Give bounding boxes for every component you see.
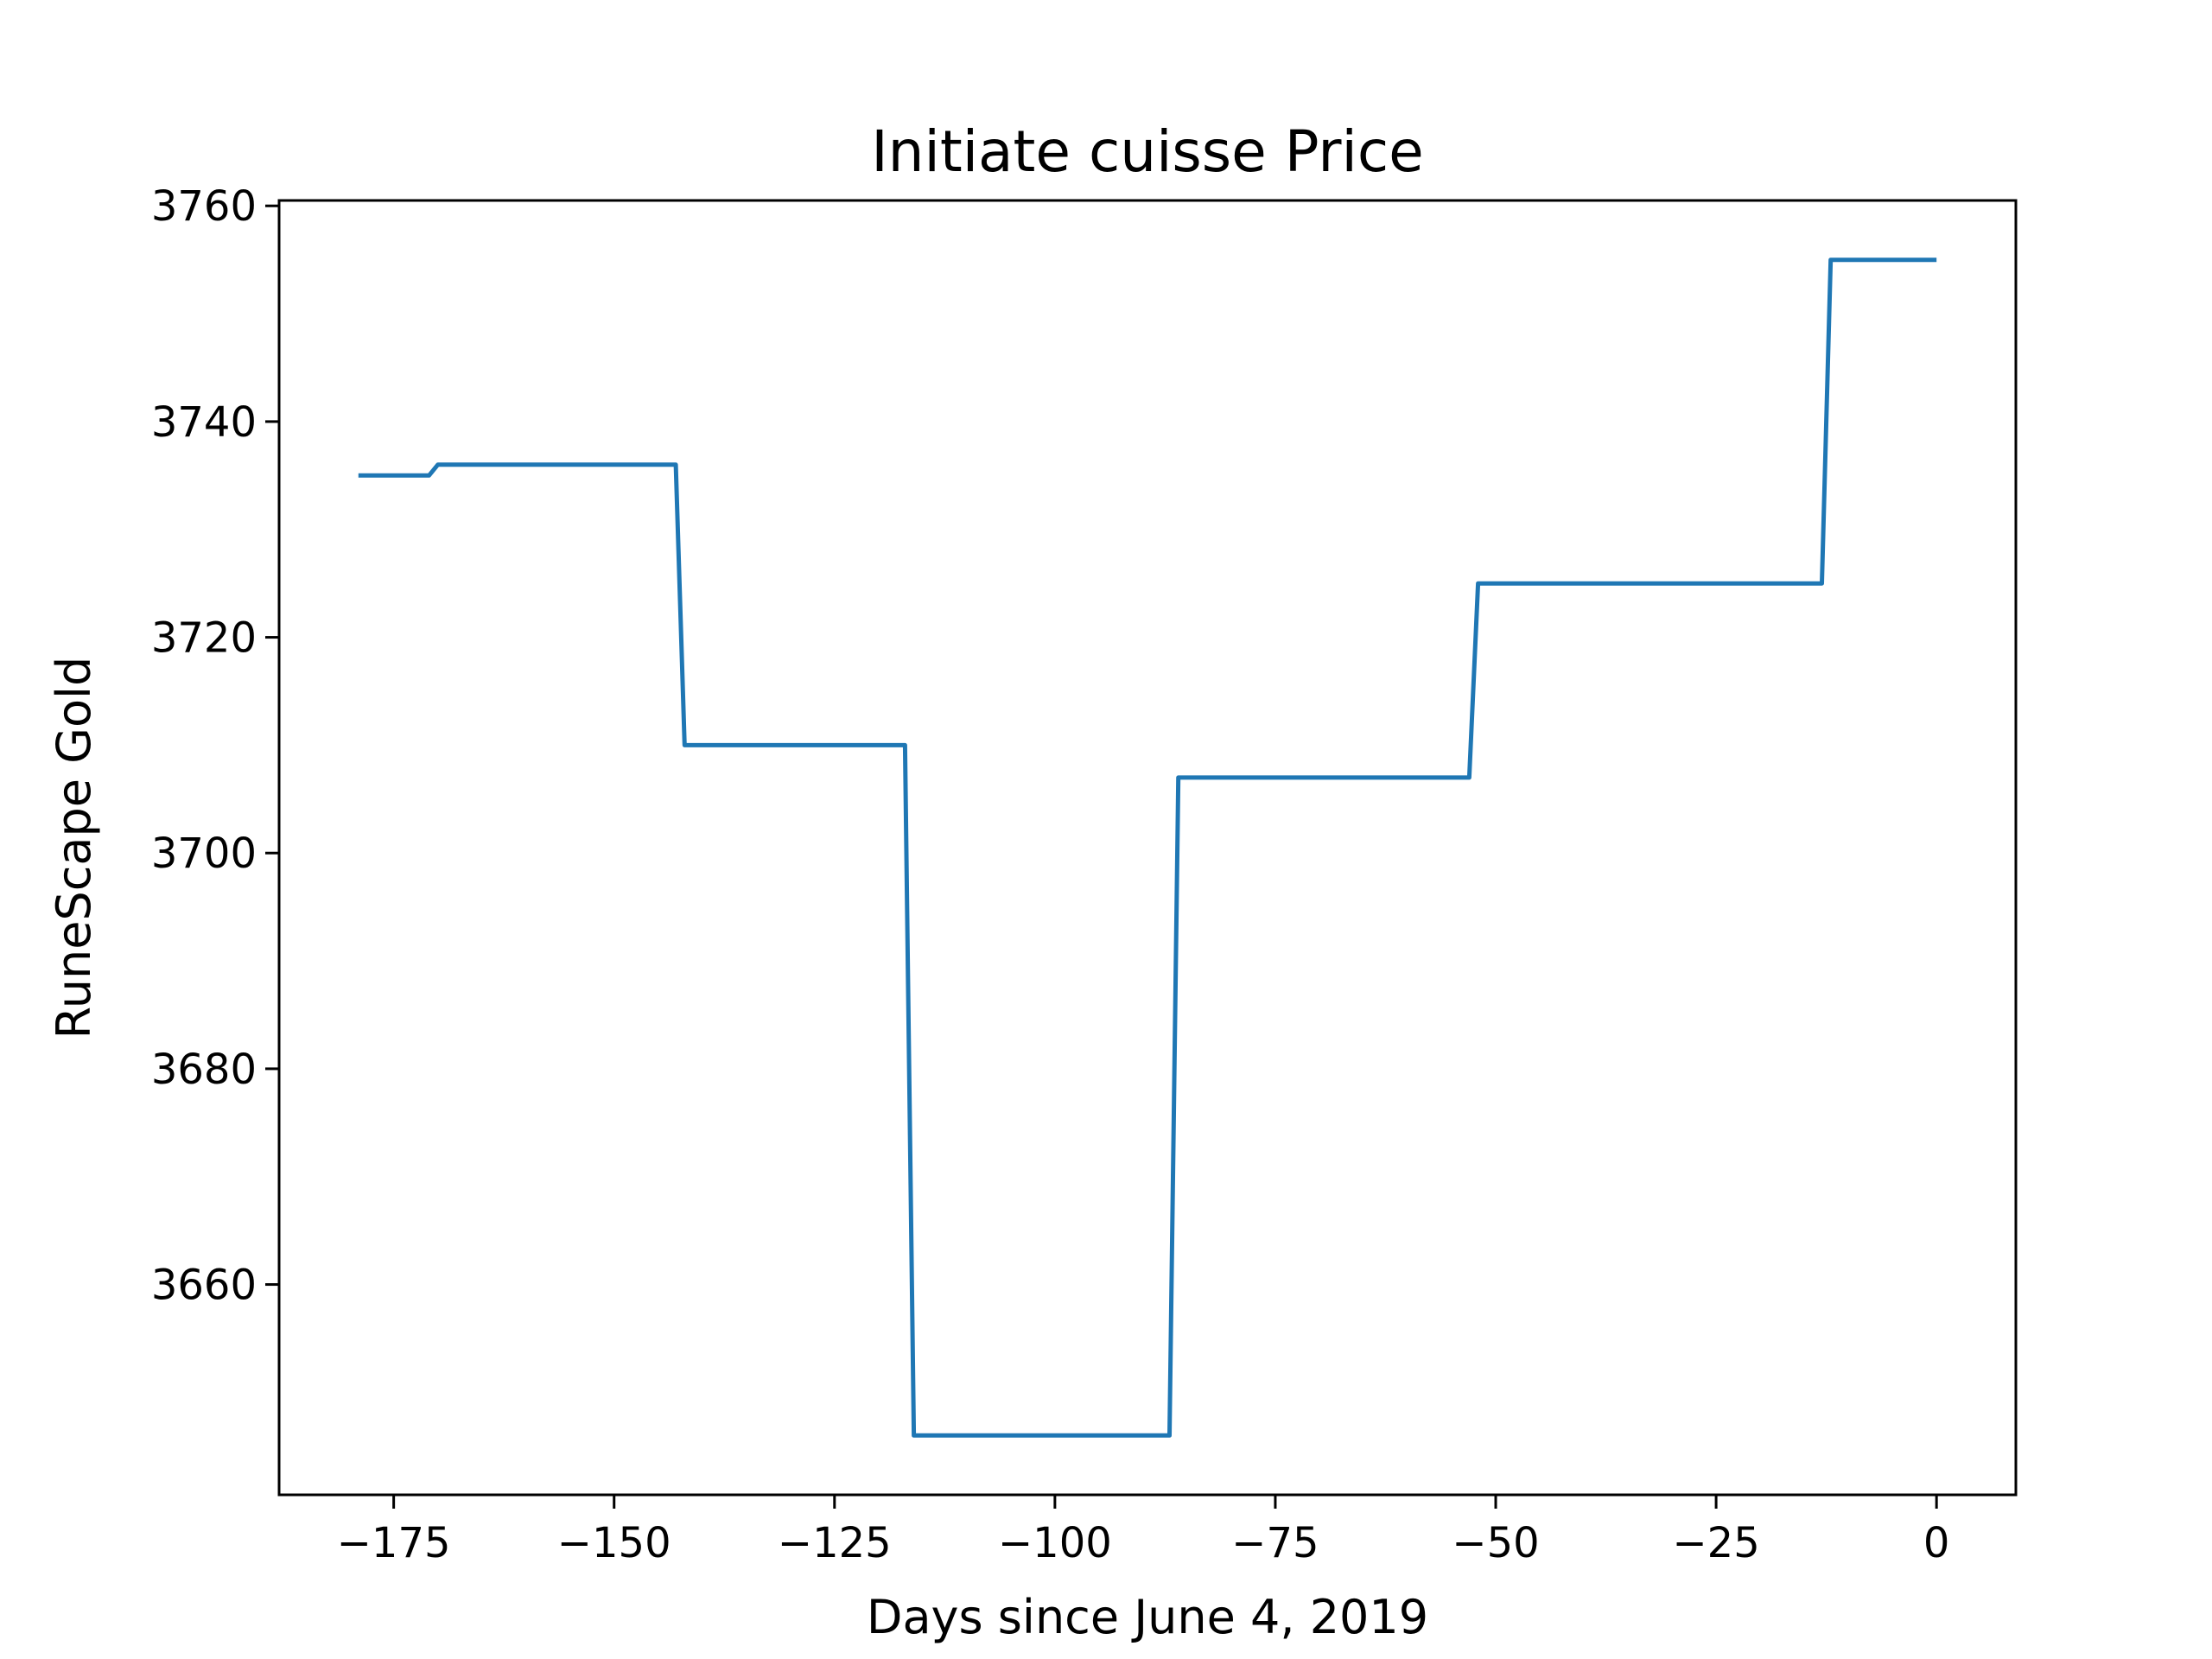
x-axis-label: Days since June 4, 2019	[867, 1590, 1428, 1644]
x-tick-label: −100	[998, 1519, 1112, 1567]
axes-frame	[277, 199, 2018, 1497]
x-tick-label: −150	[557, 1519, 671, 1567]
x-tick-label: −75	[1231, 1519, 1319, 1567]
chart-title: Initiate cuisse Price	[871, 118, 1424, 185]
x-tick-label: −50	[1452, 1519, 1539, 1567]
x-tick-label: −175	[337, 1519, 451, 1567]
y-tick-label: 3660	[151, 1262, 257, 1310]
y-axis-ticks: 3660 3680 3700 3720 3740 3760	[151, 182, 279, 1310]
y-tick-label: 3680	[151, 1046, 257, 1094]
y-tick-label: 3760	[151, 182, 257, 231]
plot-area	[358, 257, 1937, 1438]
x-axis-ticks: −175 −150 −125 −100 −75 −50 −25 0	[337, 1495, 1950, 1567]
y-tick-label: 3720	[151, 614, 257, 663]
series-line	[358, 257, 1937, 1438]
y-tick-label: 3740	[151, 398, 257, 447]
x-tick-label: −25	[1672, 1519, 1759, 1567]
x-tick-label: −125	[778, 1519, 892, 1567]
x-tick-label: 0	[1923, 1519, 1950, 1567]
y-tick-label: 3700	[151, 830, 257, 878]
y-axis-label: RuneScape Gold	[47, 657, 101, 1039]
